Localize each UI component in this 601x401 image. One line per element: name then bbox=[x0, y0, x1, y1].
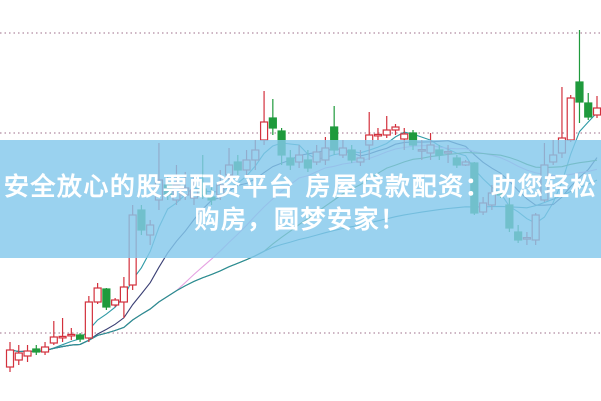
candle-down bbox=[75, 334, 85, 340]
candle-down bbox=[575, 81, 584, 103]
candle-up bbox=[58, 335, 67, 339]
candle-up bbox=[119, 286, 128, 303]
headline-line-2: 购房，圆梦安家！ bbox=[194, 205, 407, 234]
candle-up bbox=[5, 349, 15, 368]
candle-up bbox=[49, 336, 58, 344]
candle-up bbox=[259, 121, 269, 141]
candle-down bbox=[584, 102, 593, 118]
candle-down bbox=[268, 117, 277, 129]
candle-down bbox=[32, 348, 41, 353]
candle-up bbox=[111, 299, 120, 306]
candle-up bbox=[14, 352, 23, 361]
candle-up bbox=[592, 107, 601, 116]
candle-down bbox=[102, 288, 111, 308]
candle-up bbox=[93, 287, 102, 303]
candle-up bbox=[67, 333, 76, 337]
candle-up bbox=[84, 301, 93, 339]
candle-up bbox=[391, 126, 400, 131]
candle-up bbox=[400, 133, 409, 140]
candle-up bbox=[23, 350, 32, 357]
headline-banner bbox=[0, 140, 601, 258]
candle-up bbox=[382, 129, 391, 136]
headline-line-1: 安全放心的股票配资平台 房屋贷款配资：助您轻松 bbox=[3, 172, 598, 201]
candle-up bbox=[40, 346, 50, 353]
candle-up bbox=[373, 133, 383, 137]
candle-up bbox=[566, 97, 575, 141]
